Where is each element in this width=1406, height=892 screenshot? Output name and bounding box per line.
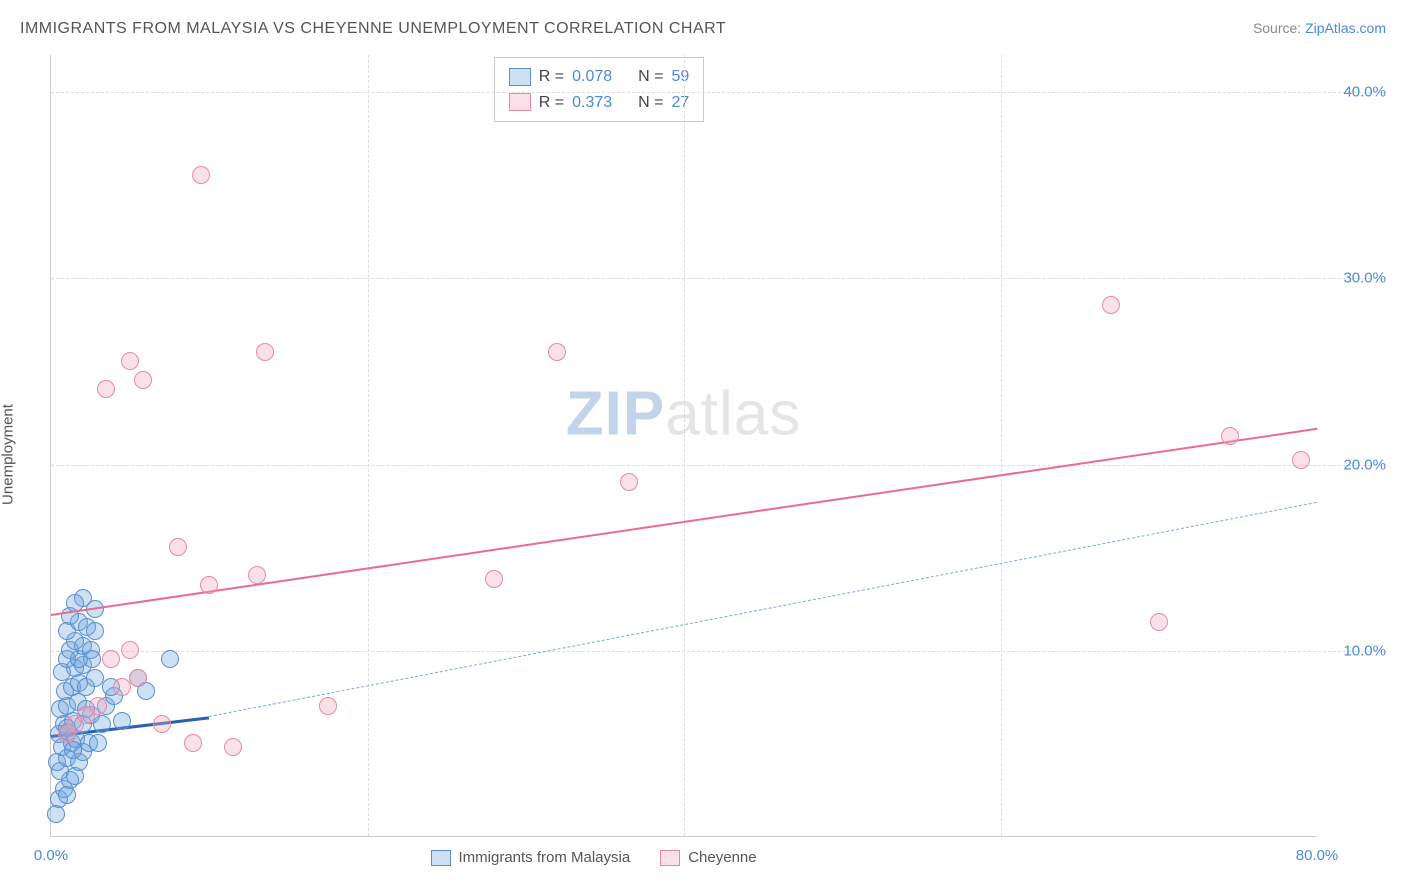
- gridline-y: [51, 651, 1386, 652]
- gridline-y: [51, 92, 1386, 93]
- y-tick-label: 40.0%: [1326, 84, 1386, 101]
- r-label: R =: [539, 90, 564, 116]
- legend-series-label: Immigrants from Malaysia: [459, 849, 631, 866]
- y-tick-label: 20.0%: [1326, 456, 1386, 473]
- legend-swatch: [431, 850, 451, 866]
- gridline-x: [368, 55, 369, 836]
- legend-series-item: Immigrants from Malaysia: [431, 849, 631, 866]
- gridline-y: [51, 278, 1386, 279]
- legend-correlation-row: R = 0.373 N = 27: [509, 90, 690, 116]
- chart-title: IMMIGRANTS FROM MALAYSIA VS CHEYENNE UNE…: [20, 20, 726, 38]
- legend-series-item: Cheyenne: [660, 849, 756, 866]
- x-tick-label: 0.0%: [34, 847, 68, 864]
- data-point: [64, 741, 82, 759]
- data-point: [102, 650, 120, 668]
- trend-line: [209, 502, 1317, 717]
- n-label: N =: [638, 64, 663, 90]
- data-point: [134, 371, 152, 389]
- data-point: [1150, 613, 1168, 631]
- n-value: 27: [671, 90, 689, 116]
- y-tick-label: 30.0%: [1326, 270, 1386, 287]
- legend-series: Immigrants from Malaysia Cheyenne: [431, 849, 757, 866]
- data-point: [256, 343, 274, 361]
- r-label: R =: [539, 64, 564, 90]
- y-tick-label: 10.0%: [1326, 642, 1386, 659]
- gridline-y: [51, 465, 1386, 466]
- data-point: [153, 715, 171, 733]
- legend-correlation-row: R = 0.078 N = 59: [509, 64, 690, 90]
- data-point: [113, 678, 131, 696]
- x-tick-label: 80.0%: [1296, 847, 1339, 864]
- data-point: [319, 697, 337, 715]
- legend-swatch: [660, 850, 680, 866]
- data-point: [485, 570, 503, 588]
- source-link[interactable]: ZipAtlas.com: [1305, 20, 1386, 36]
- legend-swatch: [509, 93, 531, 111]
- r-value: 0.078: [572, 64, 612, 90]
- gridline-x: [684, 55, 685, 836]
- data-point: [121, 641, 139, 659]
- source-label: Source:: [1253, 20, 1301, 36]
- data-point: [129, 669, 147, 687]
- data-point: [248, 566, 266, 584]
- data-point: [121, 352, 139, 370]
- data-point: [184, 734, 202, 752]
- legend-swatch: [509, 68, 531, 86]
- data-point: [1292, 451, 1310, 469]
- data-point: [93, 715, 111, 733]
- data-point: [1221, 427, 1239, 445]
- data-point: [83, 650, 101, 668]
- data-point: [200, 576, 218, 594]
- data-point: [86, 622, 104, 640]
- data-point: [169, 538, 187, 556]
- n-value: 59: [671, 64, 689, 90]
- watermark-atlas: atlas: [665, 380, 801, 449]
- legend-correlation-box: R = 0.078 N = 59 R = 0.373 N = 27: [494, 57, 705, 122]
- data-point: [1102, 296, 1120, 314]
- data-point: [620, 473, 638, 491]
- data-point: [224, 738, 242, 756]
- watermark-zip: ZIP: [566, 380, 665, 449]
- data-point: [161, 650, 179, 668]
- data-point: [192, 166, 210, 184]
- y-axis-label: Unemployment: [0, 404, 17, 505]
- data-point: [548, 343, 566, 361]
- data-point: [89, 697, 107, 715]
- plot-area: ZIPatlas R =0.078N =59R =0.373N =27 Immi…: [50, 55, 1316, 837]
- data-point: [97, 380, 115, 398]
- legend-series-label: Cheyenne: [688, 849, 756, 866]
- data-point: [89, 734, 107, 752]
- source-attribution: Source: ZipAtlas.com: [1253, 20, 1386, 36]
- r-value: 0.373: [572, 90, 612, 116]
- gridline-x: [1001, 55, 1002, 836]
- n-label: N =: [638, 90, 663, 116]
- data-point: [113, 712, 131, 730]
